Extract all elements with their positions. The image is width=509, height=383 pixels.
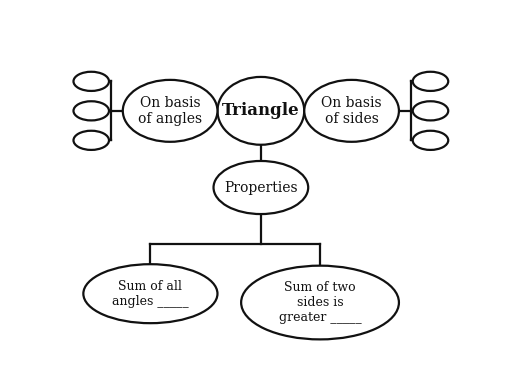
Ellipse shape (413, 72, 448, 91)
Ellipse shape (413, 131, 448, 150)
Text: Properties: Properties (224, 180, 298, 195)
Text: Sum of two
sides is
greater _____: Sum of two sides is greater _____ (279, 281, 361, 324)
Ellipse shape (73, 101, 109, 120)
Ellipse shape (73, 72, 109, 91)
Text: On basis
of sides: On basis of sides (321, 96, 382, 126)
Ellipse shape (217, 77, 304, 145)
Ellipse shape (214, 161, 308, 214)
Ellipse shape (83, 264, 217, 323)
Text: Sum of all
angles _____: Sum of all angles _____ (112, 280, 189, 308)
Ellipse shape (73, 131, 109, 150)
Text: On basis
of angles: On basis of angles (138, 96, 202, 126)
Ellipse shape (123, 80, 217, 142)
Text: Triangle: Triangle (222, 102, 300, 119)
Ellipse shape (304, 80, 399, 142)
Ellipse shape (241, 266, 399, 339)
Ellipse shape (413, 101, 448, 120)
